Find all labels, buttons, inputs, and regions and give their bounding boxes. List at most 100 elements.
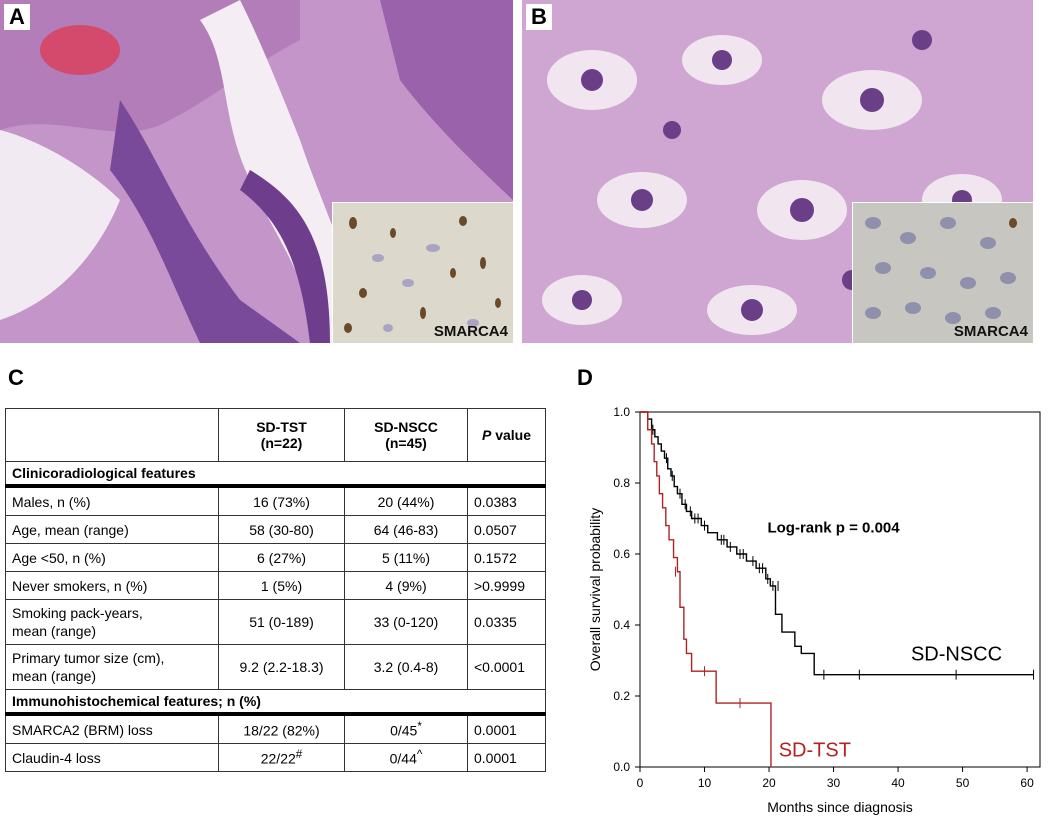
panel-a-letter: A	[4, 4, 30, 30]
x-tick-label: 40	[891, 776, 905, 790]
x-tick-label: 30	[827, 776, 841, 790]
x-tick-label: 20	[762, 776, 776, 790]
header-p-italic: P	[481, 427, 492, 443]
row-label: Age <50, n (%)	[5, 543, 219, 572]
clinical-features-table: SD-TST (n=22) SD-NSCC (n=45) P value Clini…	[5, 408, 546, 772]
row-nscc: 0/44^	[344, 743, 468, 772]
panel-b-smarca4-inset: SMARCA4	[852, 202, 1033, 343]
row-tst: 58 (30-80)	[218, 515, 345, 544]
table-row: Primary tumor size (cm), mean (range) 9.2…	[5, 644, 546, 690]
panel-d-letter: D	[577, 365, 593, 390]
row-nscc: 5 (11%)	[344, 543, 468, 572]
row-p: <0.0001	[467, 644, 546, 690]
row-label: SMARCA2 (BRM) loss	[5, 713, 219, 744]
x-tick-label: 50	[956, 776, 970, 790]
row-p: 0.0001	[467, 713, 546, 744]
series-label-sd-nscc: SD-NSCC	[911, 644, 1002, 666]
y-tick-label: 0.6	[613, 547, 630, 561]
row-label-line1: Smoking pack-years,	[12, 605, 143, 621]
y-tick-label: 0.4	[613, 618, 630, 632]
row-nscc: 20 (44%)	[344, 485, 468, 516]
row-tst: 6 (27%)	[218, 543, 345, 572]
table-header-row: SD-TST (n=22) SD-NSCC (n=45) P value	[5, 408, 546, 462]
row-label-line2: mean (range)	[12, 623, 97, 639]
header-sd-nscc-n: (n=45)	[385, 435, 427, 451]
row-tst: 16 (73%)	[218, 485, 345, 516]
panel-a-histology-image: A SMARCA4	[0, 0, 513, 343]
x-tick-label: 10	[698, 776, 712, 790]
table-row: Age, mean (range) 58 (30-80) 64 (46-83) …	[5, 515, 546, 544]
y-tick-label: 0.2	[613, 689, 630, 703]
table-row: Claudin-4 loss 22/22# 0/44^ 0.0001	[5, 743, 546, 772]
y-axis-label: Overall survival probability	[587, 508, 603, 671]
header-sd-tst-name: SD-TST	[256, 419, 307, 435]
row-p: 0.0335	[467, 599, 546, 645]
x-tick-label: 0	[637, 776, 644, 790]
table-row: Smoking pack-years, mean (range) 51 (0-18…	[5, 599, 546, 645]
row-p: 0.0001	[467, 743, 546, 772]
panel-c-letter: C	[8, 365, 24, 390]
row-tst: 1 (5%)	[218, 571, 345, 600]
section-row-clinicoradiological: Clinicoradiological features	[5, 461, 546, 488]
row-p: >0.9999	[467, 571, 546, 600]
row-label: Never smokers, n (%)	[5, 571, 219, 600]
row-tst: 51 (0-189)	[218, 599, 345, 645]
header-empty-cell	[5, 408, 219, 462]
y-tick-label: 0.0	[613, 760, 630, 774]
x-axis-label: Months since diagnosis	[767, 799, 913, 815]
log-rank-annotation: Log-rank p = 0.004	[767, 520, 900, 537]
row-label: Males, n (%)	[5, 485, 219, 516]
survival-curve-sd-nscc	[640, 411, 1034, 676]
row-nscc: 0/45*	[344, 713, 468, 744]
row-label: Claudin-4 loss	[5, 743, 219, 772]
row-tst: 18/22 (82%)	[218, 713, 345, 744]
section-title: Clinicoradiological features	[5, 461, 546, 488]
row-nscc: 33 (0-120)	[344, 599, 468, 645]
plot-frame	[639, 411, 1041, 768]
row-tst-sup: #	[295, 748, 303, 762]
row-p: 0.1572	[467, 543, 546, 572]
row-label-line1: Primary tumor size (cm),	[12, 650, 165, 666]
header-sd-tst-n: (n=22)	[260, 435, 303, 451]
row-nscc-value: 0/44	[389, 750, 417, 767]
row-nscc-sup: ^	[416, 748, 423, 762]
panel-b-inset-label: SMARCA4	[953, 323, 1028, 340]
row-label: Age, mean (range)	[5, 515, 219, 544]
series-label-sd-tst: SD-TST	[779, 739, 851, 761]
header-sd-nscc: SD-NSCC (n=45)	[344, 408, 468, 462]
row-tst-value: 22/22	[260, 750, 296, 767]
x-tick-label: 60	[1020, 776, 1034, 790]
row-nscc: 4 (9%)	[344, 571, 468, 600]
panel-b-histology-image: B SMARCA4	[522, 0, 1033, 343]
header-p-rest: value	[491, 427, 532, 443]
panel-a-inset-label: SMARCA4	[433, 323, 508, 340]
table-row: Age <50, n (%) 6 (27%) 5 (11%) 0.1572	[5, 543, 546, 572]
section-title: Immunohistochemical features; n (%)	[5, 689, 546, 716]
row-p: 0.0507	[467, 515, 546, 544]
km-survival-chart: 0 10 20 30 40 50 60 0.0 0.2 0.4 0.6 0.8 1.0 Months si…	[587, 405, 1041, 815]
row-label: Smoking pack-years, mean (range)	[5, 599, 219, 645]
panel-b-letter: B	[526, 4, 552, 30]
panel-a-smarca4-inset: SMARCA4	[332, 202, 513, 343]
row-tst-value: 18/22 (82%)	[243, 722, 320, 739]
row-nscc: 64 (46-83)	[344, 515, 468, 544]
table-row: Males, n (%) 16 (73%) 20 (44%) 0.0383	[5, 485, 546, 516]
inset-a-stain	[333, 203, 513, 343]
row-label: Primary tumor size (cm), mean (range)	[5, 644, 219, 690]
histology-a-texture	[0, 0, 513, 343]
row-tst: 9.2 (2.2-18.3)	[218, 644, 345, 690]
table-row: Never smokers, n (%) 1 (5%) 4 (9%) >0.99…	[5, 571, 546, 600]
y-tick-label: 1.0	[613, 405, 630, 419]
section-row-immunohistochemical: Immunohistochemical features; n (%)	[5, 689, 546, 716]
row-nscc: 3.2 (0.4-8)	[344, 644, 468, 690]
row-p: 0.0383	[467, 485, 546, 516]
survival-curve-sd-tst	[640, 411, 772, 767]
header-sd-nscc-name: SD-NSCC	[374, 419, 438, 435]
header-sd-tst: SD-TST (n=22)	[218, 408, 345, 462]
table-row: SMARCA2 (BRM) loss 18/22 (82%) 0/45* 0.0…	[5, 713, 546, 744]
y-tick-label: 0.8	[613, 476, 630, 490]
row-nscc-sup: *	[417, 720, 422, 734]
row-tst: 22/22#	[218, 743, 345, 772]
row-label-line2: mean (range)	[12, 668, 97, 684]
row-nscc-value: 0/45	[390, 722, 418, 739]
